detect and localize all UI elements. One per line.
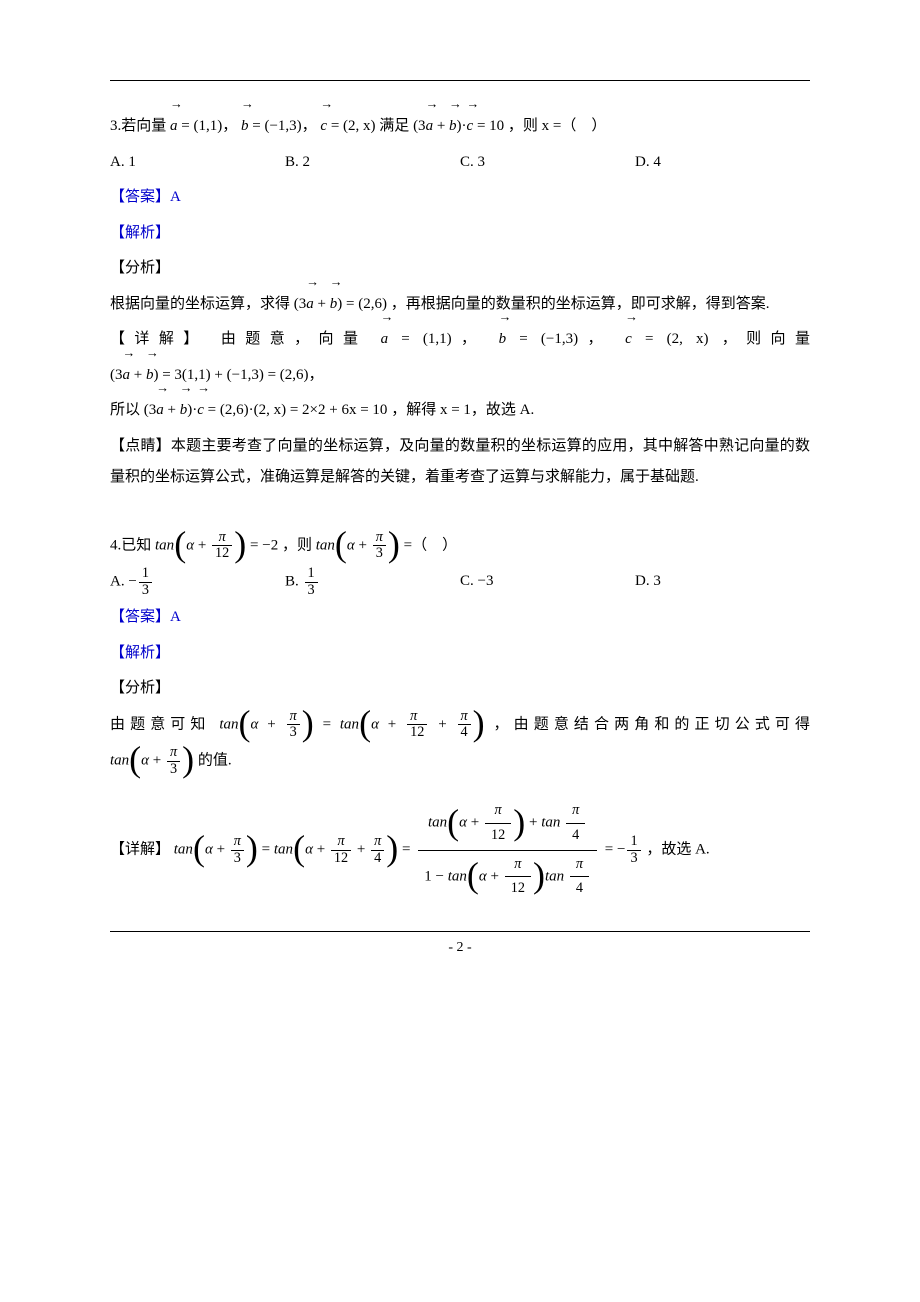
q3-d1b: ，则向量: [722, 331, 810, 347]
page-number: - 2 -: [110, 940, 810, 956]
q3-eq10: = 10: [477, 118, 504, 134]
q4-parse-label: 【解析】: [110, 638, 810, 670]
q4-opt-b: B. 13: [285, 566, 460, 598]
q3-d3c: ，解得 x = 1，故选 A.: [391, 402, 534, 418]
q4-prefix: 4.已知: [110, 537, 151, 553]
q3-opt-d: D. 4: [635, 147, 810, 179]
q3-opt-a: A. 1: [110, 147, 285, 179]
q3-detail-line3: 所以 (3→a + →b)·→c = (2,6)·(2, x) = 2×2 + …: [110, 395, 810, 427]
q4-options: A. −13 B. 13 C. −3 D. 3: [110, 566, 810, 598]
dianjing-label: 【点睛】: [110, 438, 171, 454]
vec-a: →a: [170, 111, 178, 143]
spacer-small: [110, 781, 810, 795]
q4-analysis-line2: tan(α + π3) 的值.: [110, 745, 810, 777]
q3-prefix: 3.若向量: [110, 118, 166, 134]
q3-mid: 满足: [379, 118, 409, 134]
q4-mid: ，则: [282, 537, 312, 553]
q3-an2: ，再根据向量的数量积的坐标运算，即可求解，得到答案.: [391, 296, 770, 312]
q4-opt-a: A. −13: [110, 566, 285, 598]
q4-opt-c: C. −3: [460, 566, 635, 598]
q4-tail: =（ ）: [404, 537, 457, 553]
q3-analysis-line1: 根据向量的坐标运算，求得 (3→a + →b) = (2,6) ，再根据向量的数…: [110, 289, 810, 321]
vec-c: →c: [320, 111, 327, 143]
q3-d1a: 由题意，向量: [221, 331, 368, 347]
q4-eq-neg2: = −2: [250, 537, 278, 553]
answer-label: 【答案】: [110, 189, 170, 205]
bottom-divider: [110, 931, 810, 932]
q3-d3a: 所以: [110, 402, 140, 418]
q4-opt-d: D. 3: [635, 566, 810, 598]
detail-label: 【详解】: [110, 331, 208, 347]
q4-analysis-label: 【分析】: [110, 673, 810, 705]
q4-detail-line: 【详解】 tan(α + π3) = tan(α + π12 + π4) = t…: [110, 799, 810, 901]
q3-tail: ，则 x =（ ）: [508, 118, 606, 134]
q3-detail-line1: 【详解】 由题意，向量 →a = (1,1)， →b = (−1,3)， →c …: [110, 324, 810, 356]
q3-dj-text: 本题主要考查了向量的坐标运算，及向量的数量积的坐标运算的应用，其中解答中熟记向量…: [110, 438, 810, 486]
q3-dianjing: 【点睛】本题主要考查了向量的坐标运算，及向量的数量积的坐标运算的应用，其中解答中…: [110, 431, 810, 494]
q3-detail-line2: (3→a + →b) = 3(1,1) + (−1,3) = (2,6)，: [110, 360, 810, 392]
content-body: 3.若向量 →a = (1,1)， →b = (−1,3)， →c = (2, …: [110, 111, 810, 901]
q3-answer: 【答案】A: [110, 182, 810, 214]
vec-b: →b: [241, 111, 249, 143]
q3-stem: 3.若向量 →a = (1,1)， →b = (−1,3)， →c = (2, …: [110, 111, 810, 143]
q3-parse-label: 【解析】: [110, 218, 810, 250]
big-fraction: tan(α + π12) + tan π4 1 − tan(α + π12)ta…: [418, 799, 597, 901]
q3-opt-b: B. 2: [285, 147, 460, 179]
q3-d3b: = (2,6)·(2, x) = 2×2 + 6x = 10: [208, 402, 388, 418]
q3-answer-val: A: [170, 189, 181, 205]
q3-opt-c: C. 3: [460, 147, 635, 179]
page-container: 3.若向量 →a = (1,1)， →b = (−1,3)， →c = (2, …: [0, 0, 920, 1302]
q3-b-eq: = (−1,3): [252, 118, 301, 134]
q3-analysis-label: 【分析】: [110, 253, 810, 285]
spacer: [110, 498, 810, 526]
q3-an1: 根据向量的坐标运算，求得: [110, 296, 290, 312]
q3-c-eq: = (2, x): [331, 118, 376, 134]
q4-stem: 4.已知 tan(α + π12) = −2 ，则 tan(α + π3) =（…: [110, 530, 810, 562]
q4-answer: 【答案】A: [110, 602, 810, 634]
top-divider: [110, 80, 810, 81]
q3-a-eq: = (1,1): [181, 118, 222, 134]
q4-analysis-line: 由题意可知 tan(α + π3) = tan(α + π12 + π4) ，由…: [110, 709, 810, 741]
q3-options: A. 1 B. 2 C. 3 D. 4: [110, 147, 810, 179]
